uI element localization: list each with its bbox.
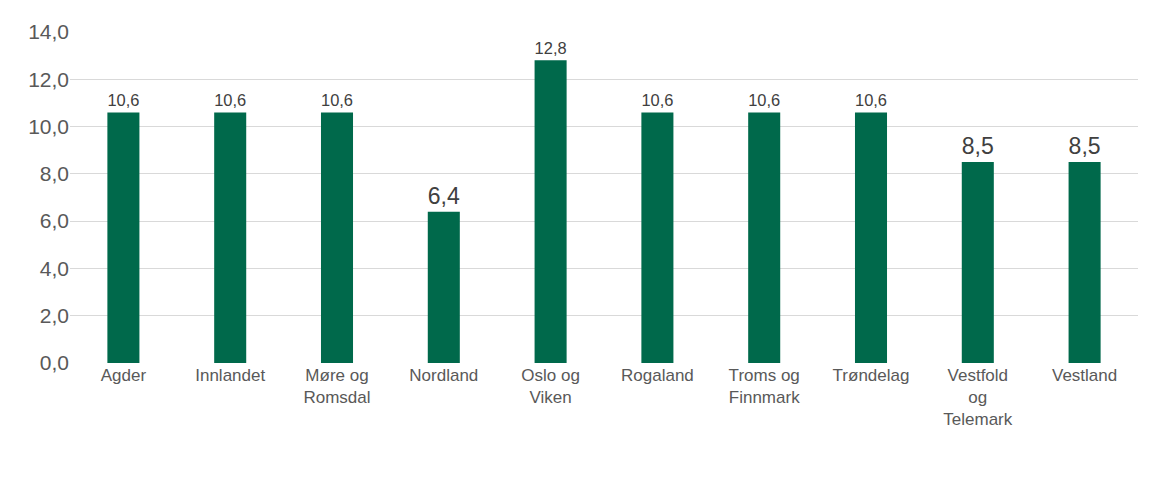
svg-text:Vestland: Vestland	[1052, 366, 1117, 385]
svg-text:Oslo ogViken: Oslo ogViken	[521, 366, 580, 407]
svg-text:4,0: 4,0	[40, 257, 69, 280]
svg-text:10,6: 10,6	[107, 91, 139, 109]
svg-text:10,6: 10,6	[641, 91, 673, 109]
svg-text:12,8: 12,8	[535, 39, 567, 57]
svg-text:6,4: 6,4	[428, 183, 460, 209]
svg-text:14,0: 14,0	[28, 20, 69, 43]
svg-text:Møre ogRomsdal: Møre ogRomsdal	[303, 366, 370, 407]
svg-text:10,6: 10,6	[214, 91, 246, 109]
svg-text:Trøndelag: Trøndelag	[833, 366, 910, 385]
svg-text:VestfoldogTelemark: VestfoldogTelemark	[943, 366, 1012, 429]
svg-text:2,0: 2,0	[40, 304, 69, 327]
svg-text:10,6: 10,6	[855, 91, 887, 109]
svg-text:Innlandet: Innlandet	[195, 366, 265, 385]
svg-text:10,0: 10,0	[28, 115, 69, 138]
svg-text:6,0: 6,0	[40, 209, 69, 232]
svg-text:8,5: 8,5	[1069, 133, 1101, 159]
svg-text:Rogaland: Rogaland	[621, 366, 694, 385]
svg-text:8,0: 8,0	[40, 162, 69, 185]
svg-text:10,6: 10,6	[748, 91, 780, 109]
svg-text:Nordland: Nordland	[409, 366, 478, 385]
svg-text:Agder: Agder	[101, 366, 147, 385]
svg-text:0,0: 0,0	[40, 351, 69, 374]
svg-text:8,5: 8,5	[962, 133, 994, 159]
svg-text:Troms ogFinnmark: Troms ogFinnmark	[729, 366, 801, 407]
svg-text:10,6: 10,6	[321, 91, 353, 109]
svg-text:12,0: 12,0	[28, 68, 69, 91]
